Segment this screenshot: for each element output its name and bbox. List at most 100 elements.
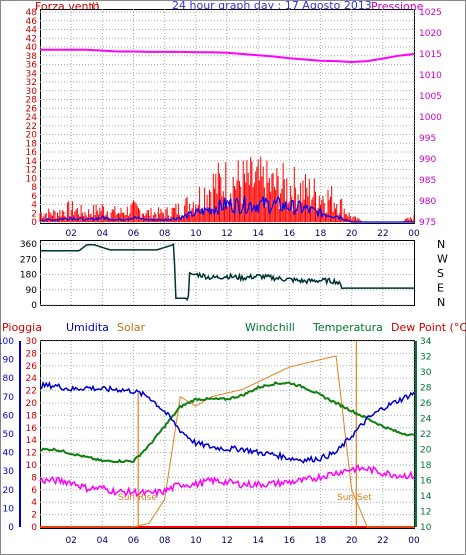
temperature-tick-label: 32 [420,353,431,363]
rain-tick-label: 16 [26,424,38,434]
x-tick-label: 22 [377,536,388,546]
wind-tick-label: 8 [31,183,37,193]
wind-tick-label: 22 [26,122,37,132]
legend-solar: Solar [117,321,146,334]
x-tick-label: 18 [315,536,327,546]
x-tick-label: 00 [408,229,420,239]
humidity-tick-label: 70 [3,393,15,403]
pressure-tick-label: 1025 [419,8,442,18]
temperature-tick-label: 10 [420,523,432,533]
x-tick-label: 02 [65,229,76,239]
x-tick-label: 08 [159,229,171,239]
solar-series [40,355,414,528]
x-tick-label: 04 [97,229,109,239]
temperature-tick-label: 16 [420,477,432,487]
legend-rain: Pioggia [2,321,42,334]
temperature-series [39,381,415,464]
wind-tick-label: 2 [31,209,37,219]
sunset-annotation: Sun Set [337,493,372,503]
pressure-tick-label: 975 [419,218,436,228]
rain-tick-label: 26 [26,362,38,372]
pressure-tick-label: 1020 [419,29,442,39]
x-tick-label: 16 [284,229,296,239]
x-tick-label: 22 [377,229,388,239]
data-series [39,48,415,528]
pressure-tick-label: 1000 [419,113,442,123]
x-tick-label: 08 [159,536,171,546]
temperature-tick-label: 34 [420,337,432,347]
legend-temperature: Temperatura [312,321,383,334]
legend-windchill: Windchill [245,321,295,334]
x-tick-label: 12 [221,536,232,546]
x-tick-label: 06 [128,536,140,546]
wind-tick-label: 48 [26,8,38,18]
rain-tick-label: 14 [26,436,38,446]
compass-tick-label: N [437,296,445,309]
humidity-tick-label: 10 [3,504,15,514]
temperature-tick-label: 18 [420,461,432,471]
direction-tick-label: 0 [31,301,37,311]
wind-tick-label: 32 [26,78,37,88]
rain-tick-label: 10 [26,461,38,471]
x-tick-label: 02 [65,536,76,546]
rain-tick-label: 8 [31,473,37,483]
temperature-tick-label: 26 [420,399,432,409]
rain-tick-label: 20 [26,399,38,409]
wind-tick-label: 4 [31,201,37,211]
pressure-tick-label: 980 [419,197,436,207]
rain-tick-label: 4 [31,498,37,508]
pressure-tick-label: 990 [419,155,436,165]
temperature-tick-label: 12 [420,508,431,518]
wind-tick-label: 40 [26,43,38,53]
x-tick-label: 14 [252,229,264,239]
wind-tick-label: 46 [26,17,38,27]
direction-tick-label: 270 [20,255,37,265]
humidity-tick-label: 0 [8,523,14,533]
pressure-tick-label: 995 [419,134,436,144]
x-tick-label: 16 [284,536,296,546]
rain-tick-label: 6 [31,486,37,496]
tick-labels: 0246810121416182022242628303234363840424… [0,8,448,546]
rain-tick-label: 30 [26,337,38,347]
pressure-tick-label: 1010 [419,71,442,81]
dewpoint-series [39,463,415,498]
x-tick-label: 12 [221,229,232,239]
humidity-tick-label: 100 [0,337,14,347]
humidity-tick-label: 90 [3,356,15,366]
wind-tick-label: 10 [26,174,38,184]
temperature-tick-label: 30 [420,368,432,378]
humidity-tick-label: 60 [3,411,15,421]
temperature-tick-label: 14 [420,492,432,502]
compass-tick-label: N [437,238,445,251]
x-tick-label: 10 [190,229,202,239]
humidity-tick-label: 80 [3,374,15,384]
x-tick-label: 14 [252,536,264,546]
direction-tick-label: 90 [26,286,38,296]
wind-tick-label: 42 [26,34,37,44]
humidity-tick-label: 20 [3,486,15,496]
rain-tick-label: 2 [31,511,37,521]
wind-tick-label: 6 [31,192,37,202]
temperature-tick-label: 20 [420,446,432,456]
pressure-tick-label: 1005 [419,92,442,102]
x-tick-label: 18 [315,229,327,239]
wind-tick-label: 12 [26,166,37,176]
rain-tick-label: 22 [26,387,37,397]
wind-direction-series [40,243,414,302]
rain-tick-label: 28 [26,349,38,359]
wind-tick-label: 34 [26,69,38,79]
temperature-tick-label: 22 [420,430,431,440]
wind-axis-unit: () [91,0,100,13]
direction-panel-frame [40,240,415,306]
wind-average-series [39,195,414,223]
wind-tick-label: 16 [26,148,38,158]
x-tick-label: 20 [346,229,358,239]
wind-tick-label: 30 [26,87,38,97]
legend-dewpoint: Dew Point (°C) [391,321,466,334]
x-tick-label: 00 [408,536,420,546]
pressure-tick-label: 1015 [419,50,442,60]
x-tick-label: 04 [97,536,109,546]
wind-tick-label: 38 [26,52,38,62]
legend-humidity: Umidita [66,321,109,334]
